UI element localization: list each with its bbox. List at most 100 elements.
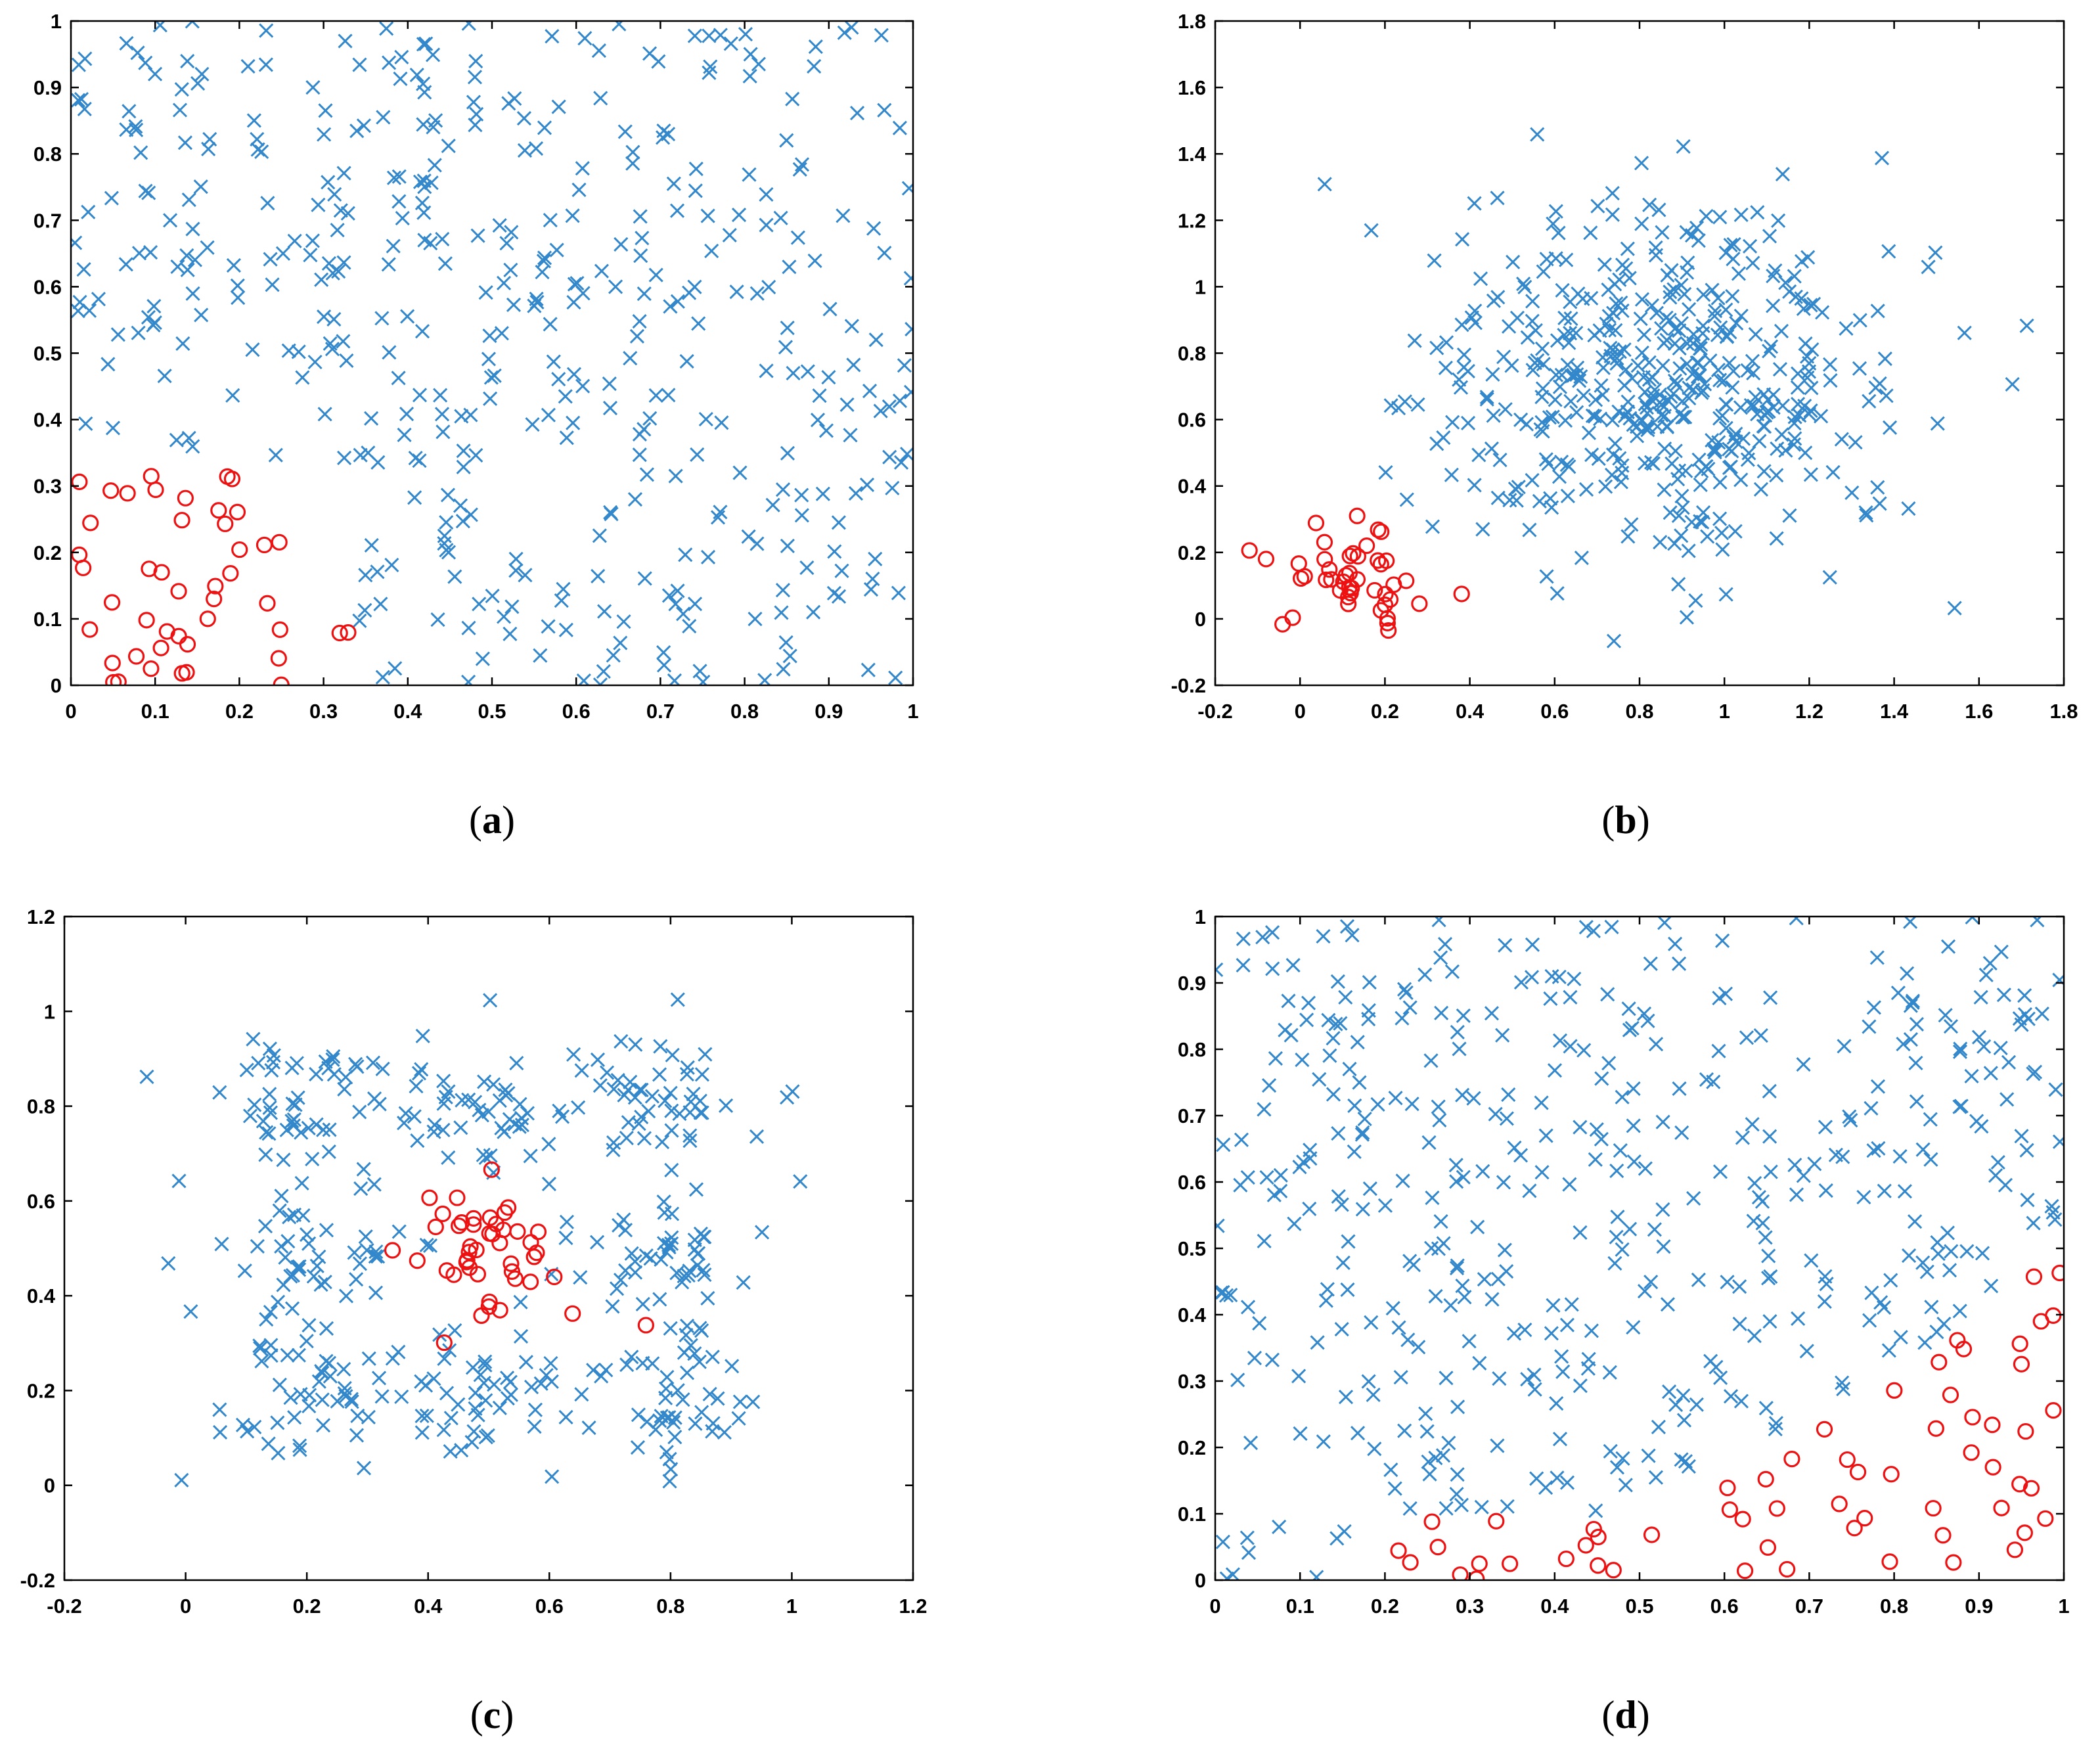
point-x-marker [1722,355,1737,371]
point-x-marker [311,197,326,212]
point-x-marker [1739,1030,1754,1045]
point-x-marker [628,1037,643,1052]
point-x-marker [581,1420,596,1436]
point-x-marker [499,236,514,251]
point-x-marker [1674,1125,1689,1141]
point-x-marker [1545,409,1560,424]
point-x-marker [1439,1501,1454,1516]
point-x-marker [1953,1041,1968,1056]
point-o-marker [1370,552,1387,569]
point-x-marker [1454,317,1469,332]
point-x-marker [235,1417,251,1432]
point-x-marker [336,334,351,349]
point-x-marker [1560,488,1575,504]
point-x-marker [1591,451,1606,466]
point-x-marker [1771,213,1786,228]
point-x-marker [1999,1092,2015,1107]
point-x-marker [128,119,143,134]
point-x-marker [545,29,560,44]
point-o-marker [1883,1466,1900,1483]
point-x-marker [436,1422,451,1438]
point-o-marker [1934,1527,1952,1544]
point-x-marker [1637,456,1653,471]
point-x-marker [316,1122,331,1137]
point-x-marker [1499,1111,1514,1126]
point-x-marker [1858,505,1873,520]
point-x-marker [592,1078,608,1093]
point-x-marker [1756,419,1772,434]
point-o-marker [1390,1542,1407,1559]
point-x-marker [1247,1350,1262,1366]
point-x-marker [1541,456,1556,471]
point-x-marker [732,465,748,480]
point-x-marker [1391,401,1406,416]
point-o-marker [141,560,158,578]
point-x-marker [742,68,757,83]
point-x-marker [1234,1132,1249,1147]
point-o-marker [1429,1539,1446,1556]
point-x-marker [1648,248,1664,263]
point-x-marker [1733,1394,1749,1409]
point-x-marker [482,329,497,344]
point-x-marker [1897,1184,1912,1199]
point-x-marker [1321,1012,1336,1028]
point-x-marker [333,203,348,218]
point-x-marker [1752,434,1767,449]
point-x-marker [664,1206,680,1221]
point-x-marker [1735,431,1751,446]
point-x-marker [1598,479,1613,494]
point-x-marker [315,1418,331,1433]
point-x-marker [1578,920,1594,935]
point-x-marker [731,1411,746,1426]
point-x-marker [326,1049,341,1064]
point-x-marker [1804,380,1819,396]
point-x-marker [1770,441,1785,457]
point-x-marker [1456,347,1471,363]
point-x-marker [644,1089,659,1104]
point-x-marker [1630,358,1645,373]
point-x-marker [1669,377,1684,392]
point-x-marker [1768,1416,1784,1431]
point-x-marker [361,1409,376,1424]
point-x-marker [426,1124,441,1139]
point-x-marker [1807,1156,1822,1171]
point-x-marker [1753,482,1769,497]
point-x-marker [1539,569,1554,584]
point-o-marker [2013,1355,2030,1373]
point-x-marker [461,620,476,635]
point-x-marker [748,612,763,627]
point-x-marker [139,1069,154,1085]
point-o-marker [637,1317,654,1334]
point-o-marker [434,1205,451,1223]
point-x-marker [247,1097,262,1112]
point-x-marker [627,491,643,507]
x-tick-label: 0.6 [535,1595,564,1618]
point-x-marker [409,1079,424,1094]
point-x-marker [631,1407,646,1422]
point-x-marker [659,1410,675,1425]
point-x-marker [503,262,518,277]
point-o-marker [522,1273,539,1290]
point-o-marker [1605,1562,1622,1579]
point-x-marker [371,1371,387,1386]
x-tick-label: -0.2 [47,1595,81,1618]
point-x-marker [256,1114,271,1129]
point-x-marker [1588,392,1603,407]
point-x-marker [1410,397,1425,412]
point-x-marker [844,21,859,35]
point-x-marker [1609,1460,1624,1475]
x-tick-label: 0.4 [1540,1595,1569,1618]
point-x-marker [1525,363,1540,378]
point-x-marker [1648,1470,1663,1485]
point-x-marker [1406,1258,1421,1273]
point-x-marker [349,1428,365,1443]
point-x-marker [309,1258,324,1273]
point-x-marker [512,1097,527,1112]
point-x-marker [278,1250,293,1265]
point-x-marker [337,1081,352,1097]
point-x-marker [624,1350,639,1365]
point-o-marker [1577,1537,1594,1554]
point-x-marker [527,1419,542,1434]
point-x-marker [1499,1263,1514,1279]
point-x-marker [639,467,654,482]
